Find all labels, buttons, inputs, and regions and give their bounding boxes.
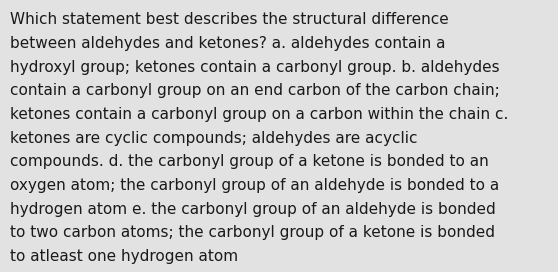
Text: to two carbon atoms; the carbonyl group of a ketone is bonded: to two carbon atoms; the carbonyl group … xyxy=(10,225,495,240)
Text: ketones contain a carbonyl group on a carbon within the chain c.: ketones contain a carbonyl group on a ca… xyxy=(10,107,508,122)
Text: to atleast one hydrogen atom: to atleast one hydrogen atom xyxy=(10,249,238,264)
Text: hydroxyl group; ketones contain a carbonyl group. b. aldehydes: hydroxyl group; ketones contain a carbon… xyxy=(10,60,499,75)
Text: ketones are cyclic compounds; aldehydes are acyclic: ketones are cyclic compounds; aldehydes … xyxy=(10,131,417,146)
Text: hydrogen atom e. the carbonyl group of an aldehyde is bonded: hydrogen atom e. the carbonyl group of a… xyxy=(10,202,496,217)
Text: between aldehydes and ketones? a. aldehydes contain a: between aldehydes and ketones? a. aldehy… xyxy=(10,36,445,51)
Text: oxygen atom; the carbonyl group of an aldehyde is bonded to a: oxygen atom; the carbonyl group of an al… xyxy=(10,178,499,193)
Text: Which statement best describes the structural difference: Which statement best describes the struc… xyxy=(10,12,449,27)
Text: compounds. d. the carbonyl group of a ketone is bonded to an: compounds. d. the carbonyl group of a ke… xyxy=(10,154,489,169)
Text: contain a carbonyl group on an end carbon of the carbon chain;: contain a carbonyl group on an end carbo… xyxy=(10,83,500,98)
